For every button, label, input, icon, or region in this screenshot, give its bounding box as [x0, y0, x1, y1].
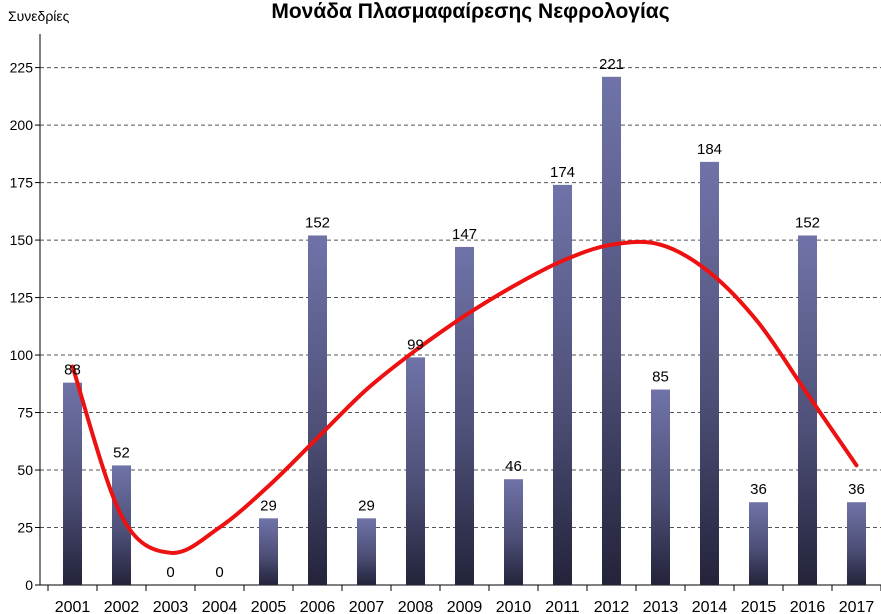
- bar: [749, 502, 768, 585]
- data-label: 88: [64, 362, 81, 379]
- y-tick-label: 100: [10, 347, 34, 363]
- y-tick-label: 25: [17, 520, 33, 536]
- x-tick-label: 2004: [202, 599, 238, 614]
- data-label: 85: [652, 369, 669, 386]
- y-tick-label: 225: [10, 60, 34, 76]
- bar: [63, 382, 82, 585]
- data-label: 36: [848, 481, 865, 498]
- y-tick-label: 125: [10, 290, 34, 306]
- x-tick-label: 2006: [300, 599, 336, 614]
- x-tick-label: 2015: [741, 599, 777, 614]
- bar: [308, 235, 327, 585]
- bar: [651, 389, 670, 585]
- bar: [112, 465, 131, 585]
- data-label: 221: [599, 56, 624, 73]
- data-label: 46: [505, 458, 522, 475]
- data-label: 152: [305, 214, 330, 231]
- x-tick-label: 2016: [790, 599, 826, 614]
- data-label: 99: [407, 336, 424, 353]
- bar: [798, 235, 817, 585]
- x-tick-label: 2013: [643, 599, 679, 614]
- x-tick-label: 2005: [251, 599, 287, 614]
- bar: [406, 357, 425, 585]
- bar: [553, 184, 572, 585]
- data-label: 0: [166, 564, 174, 581]
- data-label: 147: [452, 226, 477, 243]
- data-label: 152: [795, 214, 820, 231]
- x-tick-label: 2003: [153, 599, 189, 614]
- data-label: 29: [358, 497, 375, 514]
- data-label: 0: [215, 564, 223, 581]
- bar: [259, 518, 278, 585]
- data-label: 29: [260, 497, 277, 514]
- data-label: 36: [750, 481, 767, 498]
- x-tick-label: 2001: [55, 599, 91, 614]
- y-tick-label: 50: [17, 462, 33, 478]
- x-tick-label: 2008: [398, 599, 434, 614]
- data-label: 52: [113, 444, 130, 461]
- data-label: 184: [697, 141, 722, 158]
- x-tick-label: 2009: [447, 599, 483, 614]
- x-tick-label: 2012: [594, 599, 630, 614]
- bar: [700, 161, 719, 586]
- x-tick-label: 2007: [349, 599, 385, 614]
- y-tick-label: 200: [10, 117, 34, 133]
- bar: [357, 518, 376, 585]
- x-tick-label: 2002: [104, 599, 140, 614]
- chart-title: Μονάδα Πλασμαφαίρεσης Νεφρολογίας: [271, 0, 670, 23]
- data-label: 174: [550, 164, 575, 181]
- x-tick-label: 2017: [839, 599, 875, 614]
- trendline: [70, 239, 859, 555]
- bar: [602, 76, 621, 586]
- bar: [504, 479, 523, 585]
- x-tick-label: 2010: [496, 599, 532, 614]
- bar: [847, 502, 866, 585]
- x-tick-label: 2011: [545, 599, 580, 614]
- y-tick-label: 75: [17, 405, 33, 421]
- bar: [455, 246, 474, 585]
- y-tick-label: 0: [25, 577, 33, 593]
- x-tick-label: 2014: [692, 599, 728, 614]
- y-tick-label: 150: [10, 232, 34, 248]
- y-axis-label: Συνεδρίες: [8, 8, 70, 24]
- y-tick-label: 175: [10, 175, 34, 191]
